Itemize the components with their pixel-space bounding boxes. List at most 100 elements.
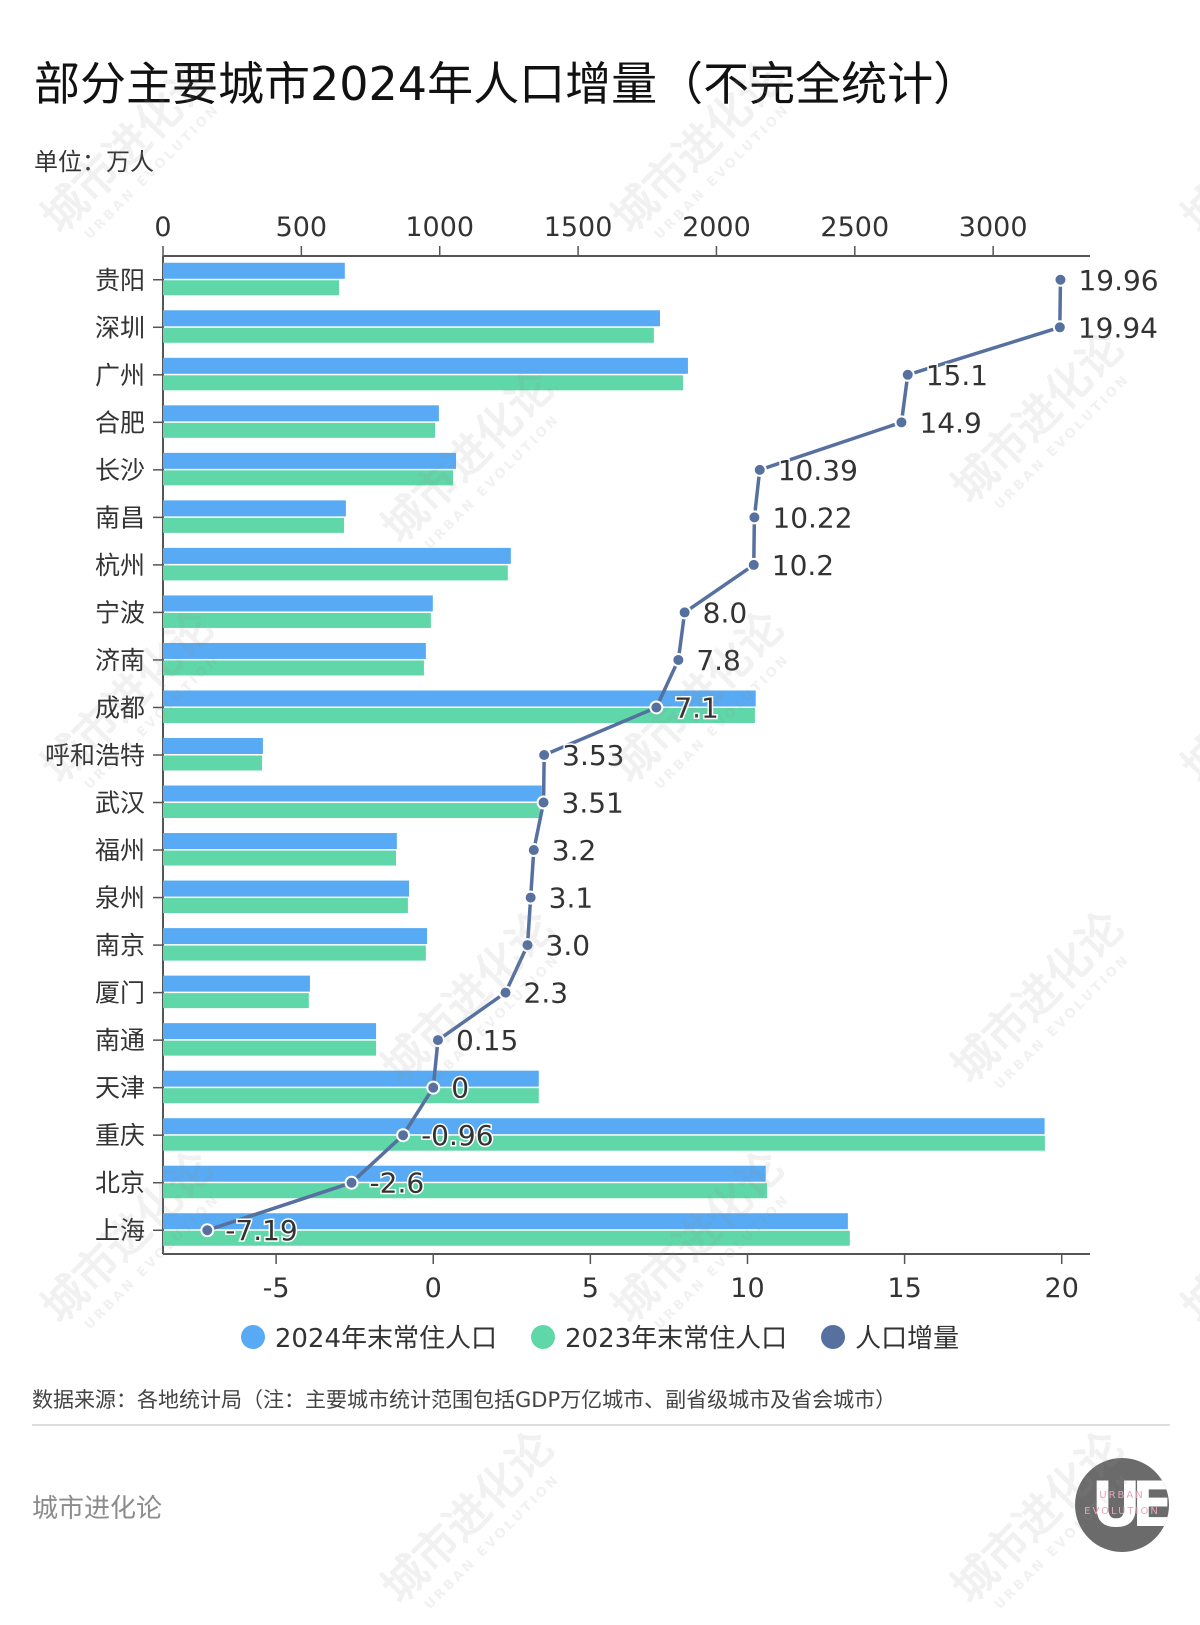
increase-point[interactable]: [498, 985, 513, 1000]
bar-2023[interactable]: [163, 612, 431, 628]
bar-2024[interactable]: [163, 595, 433, 612]
legend-dot-2024-icon: [240, 1324, 265, 1349]
legend-item-increase[interactable]: 人口增量: [821, 1318, 959, 1355]
legend-label-increase: 人口增量: [855, 1324, 960, 1354]
increase-point[interactable]: [649, 700, 664, 715]
bar-2023[interactable]: [163, 280, 339, 296]
increase-point[interactable]: [900, 367, 915, 382]
bar-2024[interactable]: [163, 690, 756, 707]
logo-text-bottom: EVOLUTION: [1084, 1506, 1160, 1517]
increase-value-label: 0.15: [456, 1024, 518, 1057]
increase-point[interactable]: [747, 510, 762, 525]
increase-point[interactable]: [426, 1080, 441, 1095]
increase-point[interactable]: [430, 1033, 445, 1048]
bar-2024[interactable]: [163, 1118, 1045, 1135]
bar-2024[interactable]: [163, 310, 660, 327]
bar-2024[interactable]: [163, 262, 345, 279]
increase-value-label: 14.9: [919, 406, 981, 439]
bar-2023[interactable]: [163, 660, 424, 676]
increase-point[interactable]: [526, 843, 541, 858]
bar-2024[interactable]: [163, 1213, 848, 1230]
category-label: 深圳: [95, 313, 145, 342]
increase-value-label: 3.2: [552, 834, 597, 867]
bar-2024[interactable]: [163, 785, 542, 802]
bar-2023[interactable]: [163, 470, 453, 486]
logo-text-top: URBAN: [1099, 1490, 1145, 1501]
bar-2023[interactable]: [163, 1040, 377, 1056]
brand-logo-icon: UE URBAN EVOLUTION: [1075, 1458, 1169, 1552]
increase-point[interactable]: [1053, 272, 1068, 287]
bar-2024[interactable]: [163, 642, 426, 659]
category-label: 厦门: [95, 979, 145, 1008]
legend-item-2023[interactable]: 2023年末常住人口: [530, 1318, 787, 1355]
bar-2023[interactable]: [163, 1230, 850, 1246]
category-label: 济南: [95, 646, 145, 675]
increase-point[interactable]: [520, 938, 535, 953]
increase-value-label: 0: [451, 1072, 469, 1105]
legend-item-2024[interactable]: 2024年末常住人口: [240, 1318, 497, 1355]
increase-point[interactable]: [752, 462, 767, 477]
bar-2023[interactable]: [163, 1088, 539, 1104]
bottom-axis-tick-label: 0: [425, 1273, 442, 1300]
chart-area: 0 500 1000 1500 2000 2500 3000 -5 0 5 10 15 20 贵阳深圳广州…: [45, 212, 1160, 1300]
bar-2024[interactable]: [163, 452, 457, 469]
bar-2023[interactable]: [163, 327, 654, 343]
increase-point[interactable]: [671, 652, 686, 667]
increase-value-label: 7.1: [674, 691, 719, 724]
category-label: 南昌: [95, 503, 145, 532]
increase-value-label: 15.1: [926, 359, 988, 392]
increase-point[interactable]: [523, 890, 538, 905]
bar-2023[interactable]: [163, 1135, 1045, 1151]
bar-2023[interactable]: [163, 517, 344, 533]
bar-2023[interactable]: [163, 850, 396, 866]
top-axis-tick-label: 500: [276, 212, 328, 243]
increase-point[interactable]: [537, 748, 552, 762]
bar-2024[interactable]: [163, 1023, 377, 1040]
bar-2024[interactable]: [163, 1070, 539, 1087]
bar-2023[interactable]: [163, 707, 755, 723]
bar-2023[interactable]: [163, 422, 436, 438]
bar-2024[interactable]: [163, 1165, 766, 1182]
increase-value-label: 3.51: [562, 787, 624, 820]
bar-2024[interactable]: [163, 738, 263, 754]
footer-divider: [32, 1424, 1170, 1426]
bar-2023[interactable]: [163, 803, 540, 819]
bottom-axis-tick-label: -5: [263, 1273, 290, 1300]
top-axis-tick-label: 3000: [959, 212, 1028, 243]
bar-2024[interactable]: [163, 357, 688, 374]
brand-name: 城市进化论: [32, 1494, 163, 1524]
increase-value-label: 19.94: [1078, 311, 1158, 344]
bar-2023[interactable]: [163, 755, 263, 771]
bar-2024[interactable]: [163, 928, 427, 945]
increase-point[interactable]: [396, 1128, 411, 1143]
chart-title: 部分主要城市2024年人口增量（不完全统计）: [34, 57, 980, 111]
bar-2024[interactable]: [163, 833, 397, 850]
increase-point[interactable]: [344, 1175, 359, 1190]
increase-value-label: 3.0: [546, 929, 591, 962]
data-source-note: 数据来源：各地统计局（注：主要城市统计范围包括GDP万亿城市、副省级城市及省会城…: [32, 1388, 897, 1412]
bar-2023[interactable]: [163, 1183, 768, 1199]
bar-2023[interactable]: [163, 993, 309, 1009]
bar-2023[interactable]: [163, 565, 508, 581]
increase-point[interactable]: [1052, 320, 1067, 335]
increase-point[interactable]: [894, 415, 909, 430]
category-label: 广州: [95, 361, 145, 390]
bar-2023[interactable]: [163, 375, 683, 391]
unit-label: 单位：万人: [34, 148, 154, 176]
increase-value-label: 7.8: [696, 644, 741, 677]
increase-point[interactable]: [200, 1223, 215, 1238]
bar-2023[interactable]: [163, 945, 426, 961]
bar-2024[interactable]: [163, 500, 346, 517]
increase-point[interactable]: [677, 605, 692, 620]
bar-2024[interactable]: [163, 880, 410, 897]
increase-point[interactable]: [536, 795, 551, 810]
increase-value-label: 3.1: [549, 882, 594, 915]
bar-2024[interactable]: [163, 975, 310, 992]
bar-2024[interactable]: [163, 547, 511, 564]
bar-2023[interactable]: [163, 898, 408, 914]
category-label: 上海: [95, 1216, 145, 1245]
bar-2024[interactable]: [163, 405, 439, 422]
increase-value-label: 10.2: [772, 549, 834, 582]
increase-point[interactable]: [746, 557, 761, 572]
